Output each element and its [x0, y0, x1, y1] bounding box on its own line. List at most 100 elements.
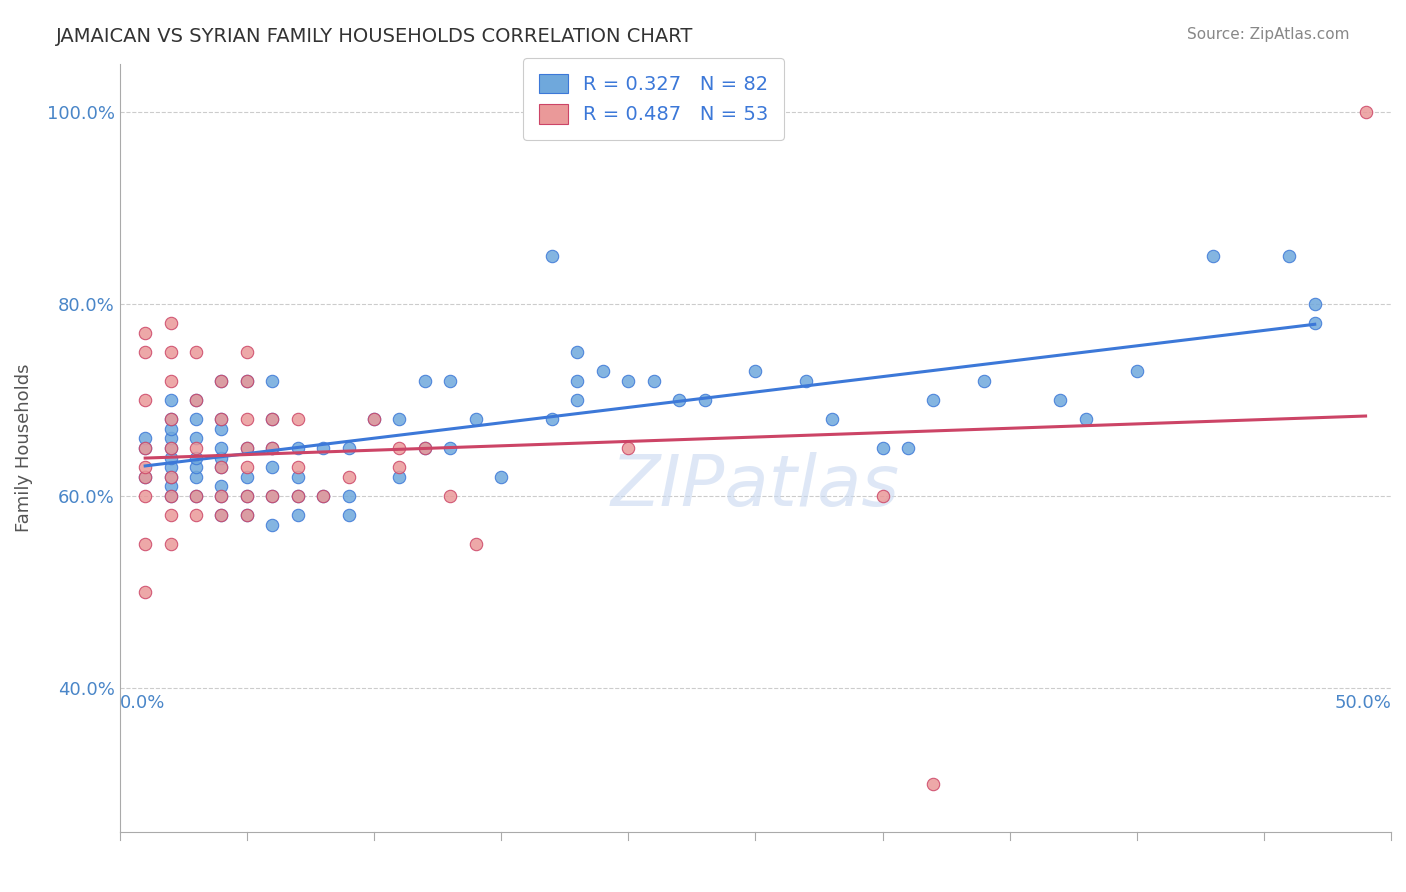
Point — [134, 392, 156, 407]
Point — [388, 441, 411, 455]
Point — [211, 412, 233, 426]
Point — [134, 326, 156, 340]
Point — [567, 392, 589, 407]
Point — [262, 412, 284, 426]
Point — [184, 412, 207, 426]
Point — [134, 460, 156, 475]
Point — [184, 450, 207, 465]
Point — [134, 431, 156, 445]
Point — [541, 249, 564, 263]
Point — [211, 412, 233, 426]
Point — [262, 517, 284, 532]
Point — [567, 374, 589, 388]
Y-axis label: Family Households: Family Households — [15, 364, 32, 533]
Point — [236, 441, 259, 455]
Point — [922, 392, 945, 407]
Point — [236, 508, 259, 523]
Text: 50.0%: 50.0% — [1334, 694, 1391, 712]
Point — [211, 374, 233, 388]
Point — [211, 508, 233, 523]
Point — [794, 374, 817, 388]
Point — [337, 441, 360, 455]
Text: JAMAICAN VS SYRIAN FAMILY HOUSEHOLDS CORRELATION CHART: JAMAICAN VS SYRIAN FAMILY HOUSEHOLDS COR… — [56, 27, 693, 45]
Point — [211, 489, 233, 503]
Point — [134, 470, 156, 484]
Point — [413, 441, 436, 455]
Point — [388, 460, 411, 475]
Point — [184, 441, 207, 455]
Point — [184, 489, 207, 503]
Point — [211, 489, 233, 503]
Point — [262, 374, 284, 388]
Point — [236, 489, 259, 503]
Point — [184, 431, 207, 445]
Point — [159, 489, 181, 503]
Point — [337, 489, 360, 503]
Point — [643, 374, 665, 388]
Point — [1354, 104, 1376, 119]
Point — [236, 441, 259, 455]
Point — [159, 470, 181, 484]
Point — [1074, 412, 1097, 426]
Point — [287, 441, 309, 455]
Point — [211, 460, 233, 475]
Point — [872, 441, 894, 455]
Text: Source: ZipAtlas.com: Source: ZipAtlas.com — [1187, 27, 1350, 42]
Point — [184, 508, 207, 523]
Point — [567, 345, 589, 359]
Point — [439, 441, 461, 455]
Point — [262, 412, 284, 426]
Point — [1049, 392, 1071, 407]
Point — [262, 489, 284, 503]
Point — [236, 460, 259, 475]
Point — [592, 364, 614, 378]
Point — [159, 392, 181, 407]
Point — [413, 374, 436, 388]
Point — [159, 412, 181, 426]
Point — [184, 470, 207, 484]
Point — [236, 345, 259, 359]
Point — [134, 470, 156, 484]
Point — [159, 431, 181, 445]
Point — [236, 470, 259, 484]
Point — [159, 489, 181, 503]
Point — [134, 345, 156, 359]
Point — [184, 460, 207, 475]
Point — [159, 450, 181, 465]
Point — [159, 422, 181, 436]
Point — [1125, 364, 1147, 378]
Point — [236, 508, 259, 523]
Point — [388, 470, 411, 484]
Text: ZIPatlas: ZIPatlas — [610, 452, 900, 521]
Point — [312, 489, 335, 503]
Point — [337, 508, 360, 523]
Point — [617, 374, 640, 388]
Point — [134, 585, 156, 599]
Point — [159, 479, 181, 493]
Point — [134, 441, 156, 455]
Point — [184, 345, 207, 359]
Point — [1202, 249, 1225, 263]
Point — [236, 374, 259, 388]
Point — [541, 412, 564, 426]
Point — [211, 479, 233, 493]
Point — [439, 374, 461, 388]
Point — [668, 392, 690, 407]
Point — [464, 537, 486, 551]
Point — [159, 441, 181, 455]
Point — [897, 441, 920, 455]
Point — [1278, 249, 1301, 263]
Point — [464, 412, 486, 426]
Point — [363, 412, 385, 426]
Point — [159, 470, 181, 484]
Point — [262, 460, 284, 475]
Point — [262, 441, 284, 455]
Point — [236, 374, 259, 388]
Point — [287, 470, 309, 484]
Point — [287, 412, 309, 426]
Point — [744, 364, 766, 378]
Point — [184, 392, 207, 407]
Point — [134, 489, 156, 503]
Point — [287, 489, 309, 503]
Point — [1303, 316, 1326, 330]
